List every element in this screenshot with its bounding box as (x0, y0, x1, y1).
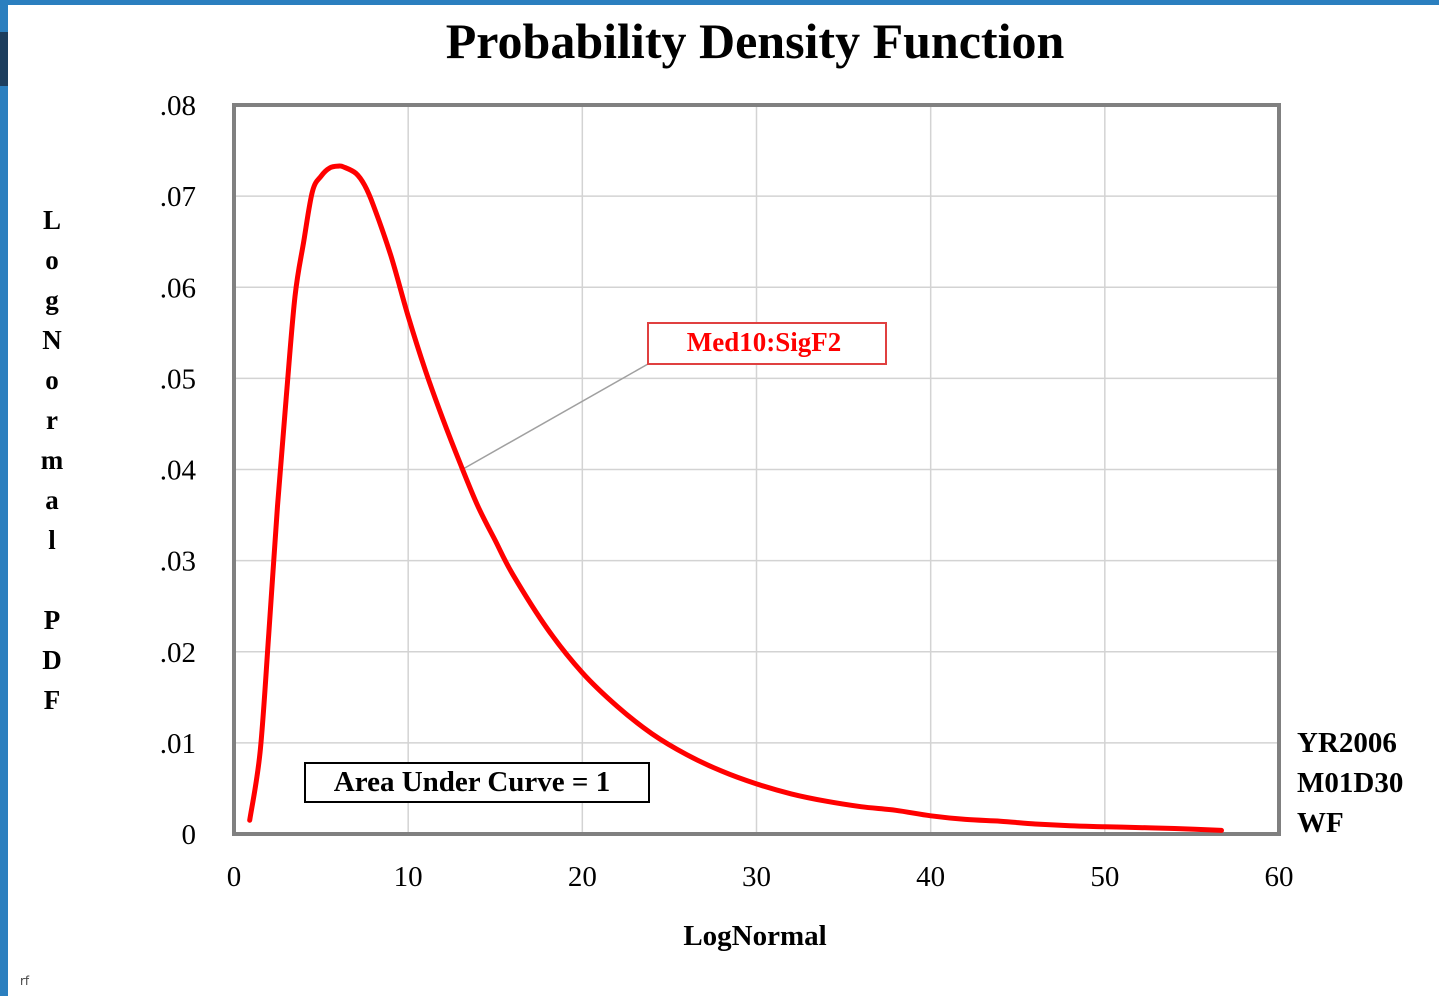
y-tick-label: .05 (160, 363, 196, 395)
y-axis-label: L o g N o r m a l P D F (28, 200, 76, 720)
window-frame-left (0, 0, 8, 996)
plot-area-border (232, 103, 1281, 836)
y-axis-label-char: F (43, 685, 61, 715)
x-tick-label: 0 (227, 861, 242, 893)
y-tick-label: .03 (160, 546, 196, 578)
y-axis-label-char: o (45, 245, 59, 275)
series-label: Med10:SigF2 (687, 327, 842, 357)
y-axis-label-char: N (42, 325, 62, 355)
y-tick-label: .06 (160, 272, 196, 304)
x-tick-label: 50 (1090, 861, 1119, 893)
x-tick-label: 60 (1265, 861, 1294, 893)
window-frame-chip (0, 32, 8, 86)
x-axis-label: LogNormal (683, 920, 827, 952)
x-tick-label: 10 (394, 861, 423, 893)
series-label-box: Med10:SigF2 (647, 322, 887, 365)
y-tick-label: .04 (160, 455, 197, 487)
side-note-line: YR2006 (1297, 727, 1397, 759)
chart-title: Probability Density Function (445, 13, 1065, 69)
y-axis-label-char: P (43, 605, 61, 635)
y-tick-label: .07 (160, 181, 196, 213)
y-axis-label-char: r (46, 405, 58, 435)
area-annotation-text: Area Under Curve = 1 (334, 766, 610, 798)
y-axis-label-char: a (45, 485, 59, 515)
y-tick-label: 0 (182, 819, 197, 851)
x-tick-label: 20 (568, 861, 597, 893)
series-line-med10-sigf2 (247, 163, 1224, 833)
area-annotation-box: Area Under Curve = 1 (304, 762, 650, 803)
y-axis-label-char: D (42, 645, 62, 675)
corner-mark: rf (20, 974, 30, 988)
y-axis-label-char: l (48, 525, 56, 555)
y-tick-label: .08 (160, 90, 196, 122)
y-axis-label-char: o (45, 365, 59, 395)
y-tick-label: .01 (160, 728, 196, 760)
side-note-line: M01D30 (1297, 767, 1404, 799)
x-tick-label: 30 (742, 861, 771, 893)
side-note-line: WF (1297, 807, 1344, 839)
y-axis-label-char: m (40, 445, 64, 475)
side-note: YR2006 M01D30 WF (1297, 723, 1403, 843)
series-callout-line (461, 363, 649, 471)
y-tick-labels: 0 .01 .02 .03 .04 .05 .06 .07 .08 (160, 90, 197, 851)
y-axis-label-char: g (45, 285, 59, 315)
y-axis-label-char: L (42, 205, 61, 235)
y-tick-label: .02 (160, 637, 196, 669)
gridlines (234, 105, 1279, 834)
window-frame-top (0, 0, 1439, 5)
x-tick-label: 40 (916, 861, 945, 893)
x-tick-labels: 0 10 20 30 40 50 60 (227, 861, 1294, 893)
